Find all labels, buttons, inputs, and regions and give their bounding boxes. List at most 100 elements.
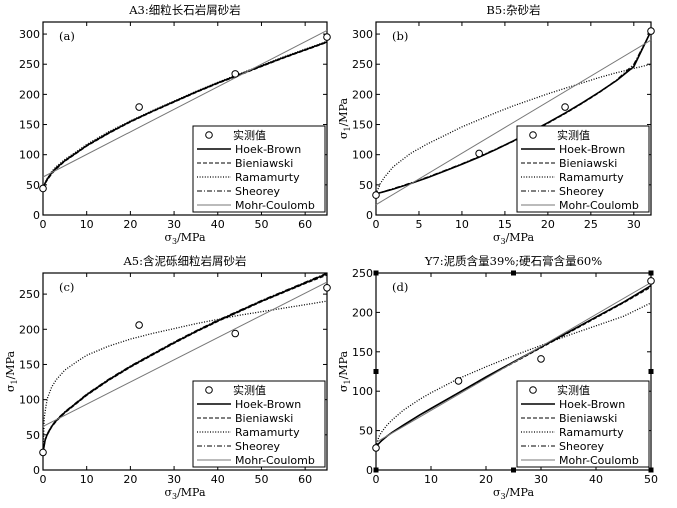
measured-point [323,283,331,292]
plot-frame [42,21,328,216]
legend-box [516,125,650,213]
y-tick-label: 150 [19,358,40,371]
y-axis-label: σ1/MPa [4,351,19,392]
legend-label-bieniawski: Bieniawski [559,412,617,425]
legend-label-measured: 实测值 [557,128,590,142]
x-axis-label: σ3/MPa [493,231,534,246]
y-tick-label: 100 [19,394,40,407]
legend-label-ramamurty: Ramamurty [235,171,300,184]
chart-panel-c: A5:含泥砾细粒岩屑砂岩 0 10 20 30 40 50 60 0 50 100 150 200 250… [4,254,331,501]
chart-panel-a: A3:细粒长石岩屑砂岩 0 10 20 30 40 50 60 0 50 100 150 200 250 3… [19,3,331,246]
x-tick-label: 10 [80,473,94,486]
measured-point [231,329,240,338]
measured-point [537,355,545,363]
plot-frame [42,272,328,471]
y-tick-label: 250 [352,58,373,71]
legend-label-hoek-brown: Hoek-Brown [559,398,625,411]
y-tick-label: 50 [359,179,373,192]
measured-point [372,444,380,452]
measured-point [475,149,483,158]
x-tick-label: 15 [498,218,512,231]
measured-point [454,377,463,385]
resize-handle[interactable] [373,270,379,276]
measured-point [39,448,47,457]
y-tick-label: 150 [352,346,373,359]
legend-box [192,380,326,468]
resize-handle[interactable] [648,369,654,374]
y-tick-label: 200 [352,88,373,101]
y-tick-label: 100 [352,149,373,162]
x-tick-label: 20 [123,218,137,231]
y-axis-label-group: σ1/MPa [337,351,352,392]
legend: 实测值Hoek-BrownBieniawskiRamamurtySheoreyM… [192,125,326,213]
legend-label-bieniawski: Bieniawski [235,412,293,425]
legend-label-mohr-coulomb: Mohr-Coulomb [235,199,315,212]
chart-title: B5:杂砂岩 [486,3,540,17]
x-tick-label: 10 [424,473,438,486]
legend-label-bieniawski: Bieniawski [235,157,293,170]
y-tick-label: 200 [19,88,40,101]
panel-label: (d) [392,280,408,294]
x-tick-label: 20 [541,218,555,231]
legend: 实测值Hoek-BrownBieniawskiRamamurtySheoreyM… [516,125,650,213]
measured-point [372,191,380,199]
legend-label-sheorey: Sheorey [235,440,281,453]
x-tick-label: 50 [254,473,268,486]
y-tick-label: 250 [352,267,373,280]
resize-handle[interactable] [373,369,379,374]
legend-label-measured: 实测值 [233,383,266,397]
series-line-ramamurty [375,63,652,195]
y-tick-label: 250 [19,288,40,301]
measured-point [323,33,331,41]
y-tick-label: 300 [352,28,373,41]
x-tick-label: 10 [80,218,94,231]
panel-label: (c) [59,280,74,294]
y-tick-label: 100 [19,149,40,162]
x-tick-label: 30 [167,218,181,231]
legend-label-sheorey: Sheorey [235,185,281,198]
x-axis-label: σ3/MPa [164,486,205,501]
x-tick-label: 25 [584,218,598,231]
legend-label-bieniawski: Bieniawski [559,157,617,170]
panel-label: (b) [392,29,408,43]
chart-title: Y7:泥质含量39%;硬石膏含量60% [424,254,602,268]
y-tick-label: 0 [33,464,40,477]
series-line-ramamurty [375,302,652,447]
series-line-ramamurty [42,300,328,453]
y-tick-label: 100 [352,385,373,398]
resize-handle[interactable] [373,467,379,473]
measured-point [231,70,240,78]
x-tick-label: 30 [534,473,548,486]
series-line-sheorey [42,272,328,453]
legend-label-ramamurty: Ramamurty [235,426,300,439]
series-line-mohr-coulomb [375,282,652,443]
y-tick-label: 0 [366,464,373,477]
legend-label-mohr-coulomb: Mohr-Coulomb [559,454,639,467]
resize-handle[interactable] [648,467,654,473]
x-tick-label: 0 [373,473,380,486]
x-tick-label: 30 [167,473,181,486]
measured-point [647,27,655,35]
resize-handle[interactable] [648,270,654,276]
x-tick-label: 20 [123,473,137,486]
y-axis-label: σ1/MPa [337,351,352,392]
y-tick-label: 0 [33,209,40,222]
measured-point [561,103,569,111]
chart-title: A5:含泥砾细粒岩屑砂岩 [123,254,247,268]
resize-handle[interactable] [511,270,516,276]
plot-frame [375,21,652,216]
x-tick-label: 40 [589,473,603,486]
x-tick-label: 0 [40,473,47,486]
y-tick-label: 50 [26,179,40,192]
legend-label-ramamurty: Ramamurty [559,171,624,184]
y-tick-label: 250 [19,58,40,71]
x-axis-label: σ3/MPa [493,486,534,501]
series-line-bieniawski [42,274,328,453]
y-tick-label: 200 [352,306,373,319]
resize-handle[interactable] [511,467,516,473]
legend-label-mohr-coulomb: Mohr-Coulomb [235,454,315,467]
series-line-bieniawski [375,286,652,447]
legend-label-hoek-brown: Hoek-Brown [235,143,301,156]
legend: 实测值Hoek-BrownBieniawskiRamamurtySheoreyM… [516,380,650,468]
